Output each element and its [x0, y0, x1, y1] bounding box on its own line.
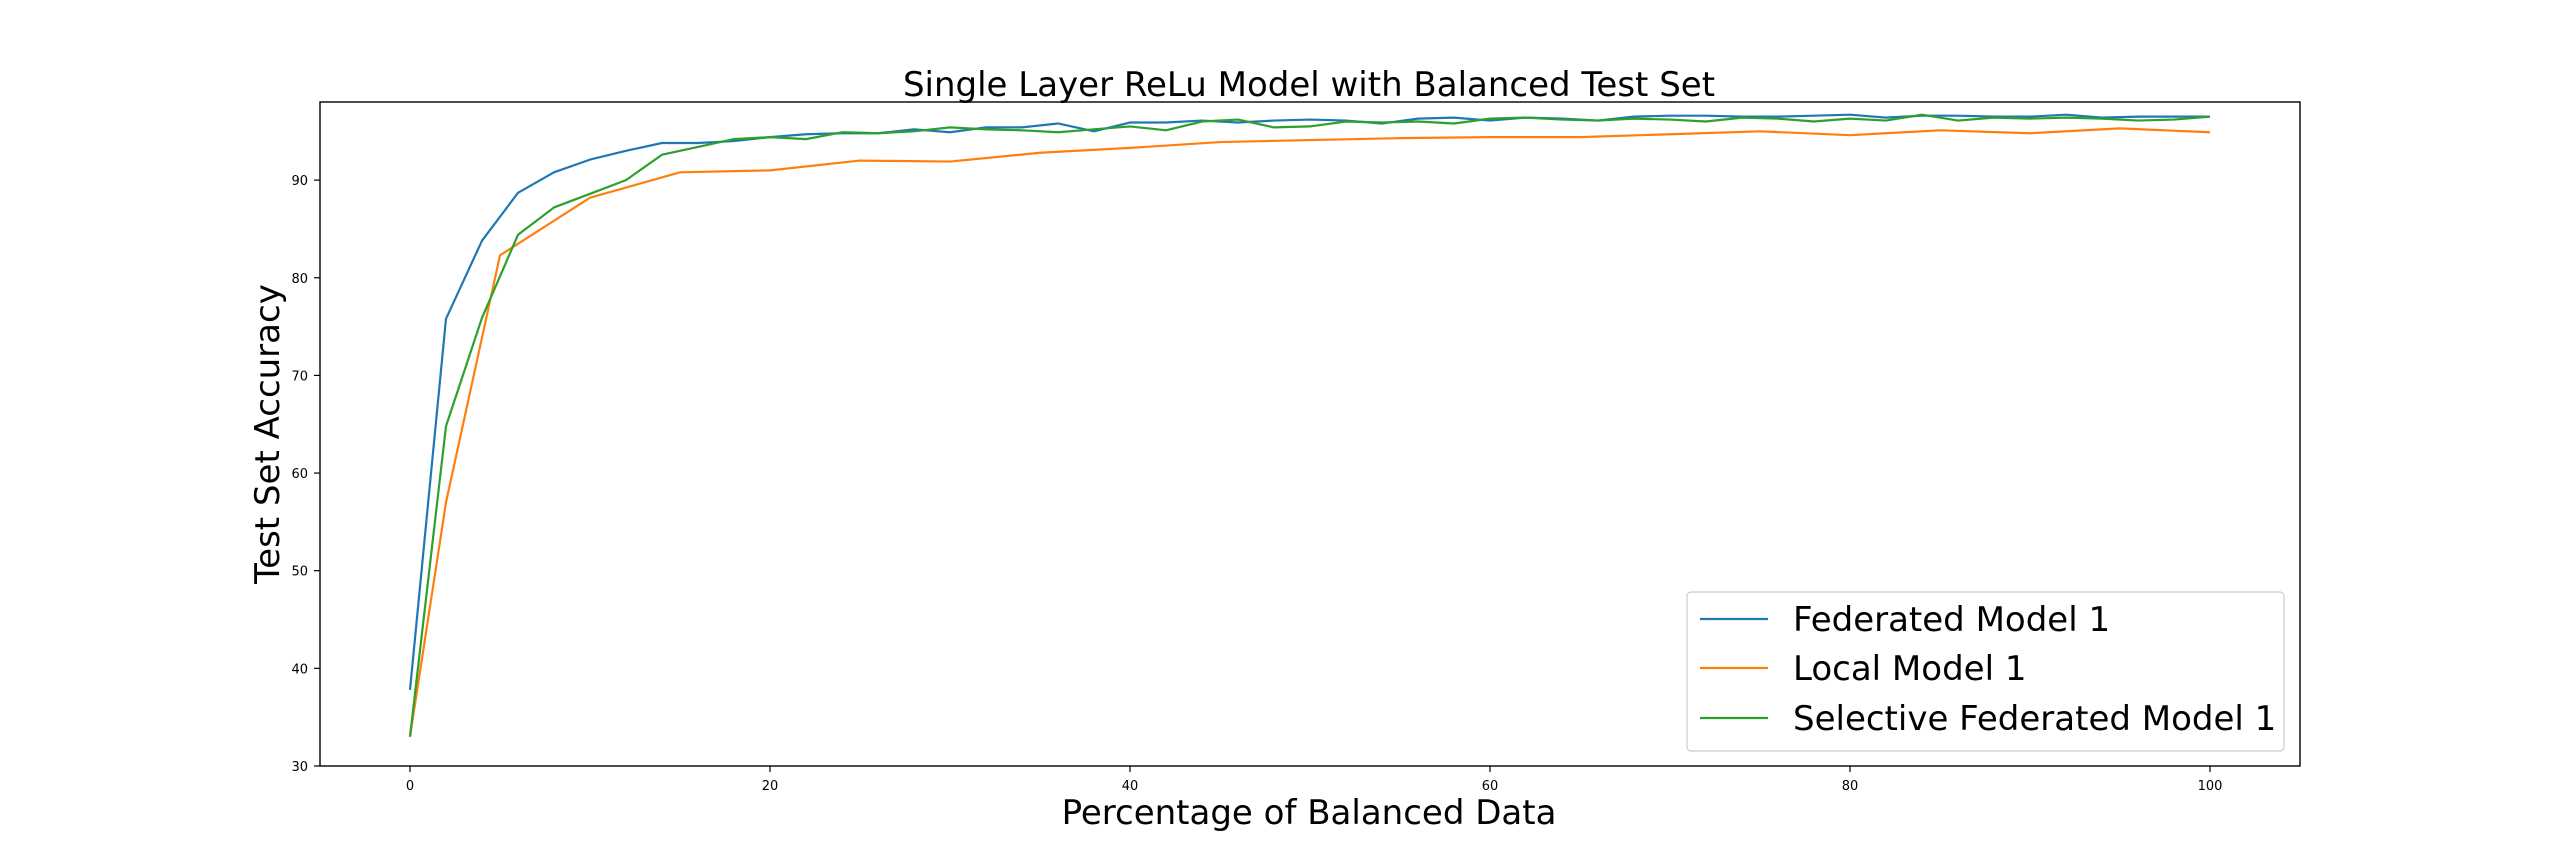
x-tick-label-100: 100	[2198, 779, 2223, 794]
y-tick-label-30: 30	[291, 760, 308, 775]
legend-label-local: Local Model 1	[1793, 649, 2026, 689]
x-axis-label: Percentage of Balanced Data	[1062, 793, 1557, 833]
legend-box	[1686, 591, 2285, 752]
series-layer	[408, 113, 2211, 737]
x-tick-label-0: 0	[406, 779, 414, 794]
legend-label-federated: Federated Model 1	[1793, 600, 2110, 640]
legend-label-selective-federated: Selective Federated Model 1	[1793, 699, 2276, 739]
y-tick-label-70: 70	[291, 369, 308, 384]
plot-area-frame	[319, 101, 2301, 767]
y-tick-label-80: 80	[291, 272, 308, 287]
y-axis-label: Test Set Accuracy	[248, 284, 288, 585]
x-tick-label-60: 60	[1482, 779, 1499, 794]
x-tick-label-20: 20	[762, 779, 779, 794]
x-axis-ticks: 0 20 40 60 80 100	[406, 766, 2223, 794]
y-tick-label-90: 90	[291, 174, 308, 189]
x-tick-label-80: 80	[1842, 779, 1859, 794]
y-axis-ticks: 30 40 50 60 70 80 90	[291, 174, 320, 775]
chart-title: Single Layer ReLu Model with Balanced Te…	[903, 65, 1715, 105]
y-tick-label-50: 50	[291, 565, 308, 580]
series-line-selective-federated	[408, 113, 2211, 737]
legend: Federated Model 1 Local Model 1 Selectiv…	[1686, 591, 2285, 752]
series-line-local	[408, 127, 2211, 737]
y-tick-label-60: 60	[291, 467, 308, 482]
x-tick-label-40: 40	[1122, 779, 1139, 794]
y-tick-label-40: 40	[291, 662, 308, 677]
